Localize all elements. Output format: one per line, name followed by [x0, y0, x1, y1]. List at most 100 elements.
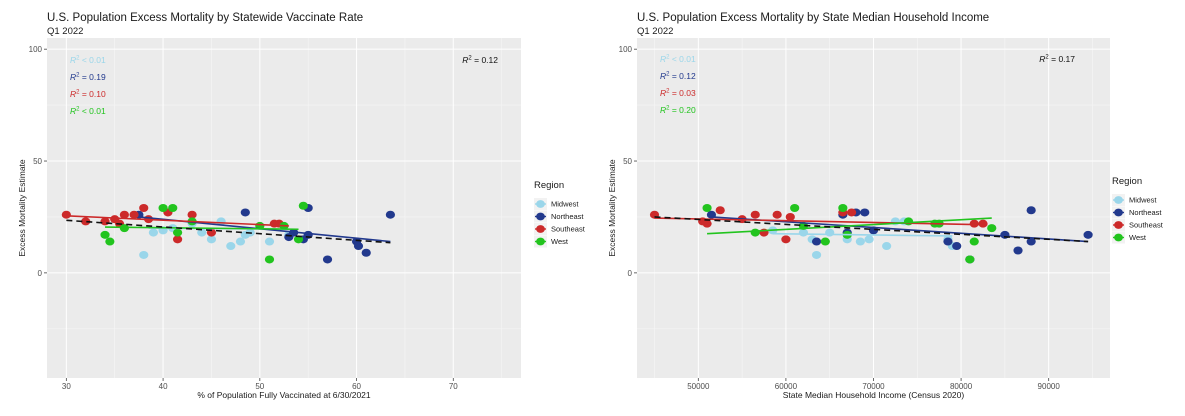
y-tick-label: 100: [29, 45, 43, 54]
plot-panel: [47, 38, 521, 378]
x-tick-label: 60: [352, 382, 361, 391]
legend: Region Midwest Northeast Southeast West: [534, 180, 586, 248]
point-west: [820, 237, 830, 246]
point-midwest: [825, 228, 835, 237]
r2-southeast: R2 = 0.03: [660, 88, 696, 98]
point-southeast: [750, 210, 760, 219]
trendline-overall: [66, 219, 391, 244]
x-tick-label: 50: [255, 382, 264, 391]
trendline-west: [707, 217, 992, 235]
y-tick-label: 100: [619, 45, 633, 54]
point-midwest: [855, 237, 865, 246]
x-tick-label: 50000: [687, 382, 710, 391]
point-west: [119, 224, 129, 233]
legend-label-southeast: Southeast: [551, 225, 586, 234]
data-layer: [61, 201, 396, 264]
point-southeast: [772, 210, 782, 219]
x-tick-label: 40: [159, 382, 168, 391]
point-west: [969, 237, 979, 246]
trendline-overall: [654, 216, 1089, 243]
point-midwest: [882, 242, 892, 251]
legend-key-midwest: [536, 200, 545, 208]
point-west: [702, 204, 712, 212]
y-tick-label: 50: [623, 157, 632, 166]
chart-1: U.S. Population Excess Mortality by Stat…: [17, 12, 586, 400]
chart-title: U.S. Population Excess Mortality by Stat…: [637, 12, 989, 24]
point-west: [750, 228, 760, 237]
trendline-west: [105, 226, 299, 231]
point-southeast: [129, 210, 139, 219]
r2-overall: R2 = 0.12: [462, 55, 498, 65]
r2-midwest: R2 < 0.01: [660, 54, 696, 64]
x-tick-label: 80000: [950, 382, 973, 391]
point-northeast: [1026, 206, 1036, 215]
point-northeast: [322, 255, 333, 264]
point-northeast: [1026, 237, 1036, 246]
point-southeast: [785, 212, 795, 221]
point-west: [172, 228, 183, 237]
point-west: [298, 201, 308, 210]
legend-label-midwest: Midwest: [551, 200, 579, 209]
x-tick-label: 70000: [862, 382, 885, 391]
legend-label-west: West: [1129, 233, 1147, 242]
r2-west: R2 = 0.20: [660, 105, 696, 115]
x-axis-label: State Median Household Income (Census 20…: [783, 390, 965, 400]
point-west: [790, 204, 800, 212]
y-axis-label: Excess Mortality Estimate: [17, 159, 27, 257]
r2-overall: R2 = 0.17: [1039, 54, 1075, 64]
legend-label-midwest: Midwest: [1129, 196, 1157, 205]
point-midwest: [811, 250, 822, 259]
point-west: [965, 255, 975, 264]
legend-title: Region: [1112, 176, 1142, 187]
point-midwest: [206, 235, 217, 244]
legend-label-northeast: Northeast: [551, 212, 584, 221]
point-southeast: [969, 219, 979, 228]
point-midwest: [226, 242, 236, 251]
y-tick-label: 50: [33, 157, 42, 166]
point-southeast: [81, 217, 91, 226]
point-southeast: [100, 217, 110, 226]
point-west: [293, 235, 304, 244]
point-southeast: [978, 219, 988, 228]
point-west: [987, 224, 997, 233]
x-tick-label: 90000: [1038, 382, 1061, 391]
x-tick-label: 70: [449, 382, 458, 391]
r2-west: R2 < 0.01: [70, 106, 106, 116]
point-northeast: [952, 242, 962, 251]
y-tick-label: 0: [38, 269, 43, 278]
r2-midwest: R2 < 0.01: [70, 55, 106, 65]
legend-title: Region: [534, 180, 564, 191]
point-northeast: [860, 208, 870, 217]
chart-subtitle: Q1 2022: [47, 26, 83, 37]
point-southeast: [187, 210, 197, 219]
r2-southeast: R2 = 0.10: [70, 89, 106, 99]
x-tick-label: 30: [62, 382, 71, 391]
point-west: [158, 204, 168, 212]
point-west: [105, 237, 115, 246]
point-west: [903, 217, 914, 226]
trendline-midwest: [772, 232, 953, 237]
legend-key-midwest: [1114, 196, 1123, 204]
point-northeast: [1083, 230, 1093, 239]
trendline-southeast: [654, 217, 988, 226]
point-west: [168, 204, 178, 212]
point-west: [264, 255, 275, 264]
trendline-southeast: [66, 215, 289, 227]
point-northeast: [353, 242, 364, 251]
point-southeast: [61, 210, 71, 219]
point-southeast: [715, 206, 725, 215]
point-northeast: [240, 208, 250, 217]
point-midwest: [139, 250, 149, 259]
point-midwest: [197, 228, 207, 237]
point-southeast: [781, 235, 791, 244]
point-northeast: [943, 237, 953, 246]
point-southeast: [847, 208, 857, 217]
point-northeast: [361, 248, 371, 257]
point-midwest: [148, 228, 159, 237]
legend-key-southeast: [536, 225, 545, 233]
point-southeast: [119, 210, 129, 219]
legend-key-northeast: [1114, 208, 1123, 217]
legend-key-west: [536, 237, 545, 246]
legend: Region Midwest Northeast Southeast West: [1112, 176, 1164, 244]
